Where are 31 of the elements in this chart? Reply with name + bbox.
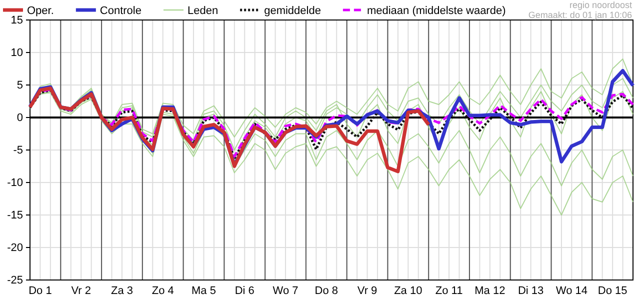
x-tick-label: Do 1 [28, 284, 52, 297]
annotation: Gemaakt: do 01 jan 10:06 [528, 10, 632, 20]
y-tick-label: 15 [10, 14, 23, 27]
y-tick-label: -20 [7, 242, 23, 254]
x-tick-label: Wo 14 [556, 284, 588, 297]
x-tick-label: Za 10 [394, 284, 422, 297]
x-tick-label: Vr 9 [357, 284, 378, 297]
x-tick-label: Do 8 [314, 284, 338, 297]
x-tick-label: Za 3 [110, 284, 133, 297]
legend-label: Leden [187, 5, 218, 17]
y-tick-label: 0 [16, 112, 23, 124]
y-tick-label: -15 [7, 210, 23, 222]
legend-label: mediaan (middelste waarde) [366, 5, 506, 17]
x-tick-label: Do 15 [598, 284, 628, 297]
y-tick-label: 5 [16, 80, 23, 92]
legend-label: Oper. [27, 5, 54, 17]
x-tick-label: Wo 7 [272, 284, 298, 297]
y-tick-label: -25 [7, 274, 23, 287]
x-tick-label: Vr 2 [71, 284, 91, 297]
legend-label: Controle [100, 5, 142, 17]
x-tick-label: Di 13 [518, 284, 544, 297]
text: regio noordoost [569, 0, 632, 10]
y-tick-label: -5 [13, 144, 23, 157]
x-tick-label: Di 6 [234, 284, 254, 297]
legend-label: gemiddelde [264, 5, 321, 17]
y-tick-label: -10 [7, 177, 23, 190]
x-tick-label: Zo 4 [152, 284, 174, 297]
y-tick-label: 10 [10, 47, 23, 60]
x-tick-label: Ma 5 [192, 284, 216, 297]
x-tick-label: Ma 12 [474, 284, 506, 297]
x-tick-label: Zo 11 [435, 284, 463, 297]
